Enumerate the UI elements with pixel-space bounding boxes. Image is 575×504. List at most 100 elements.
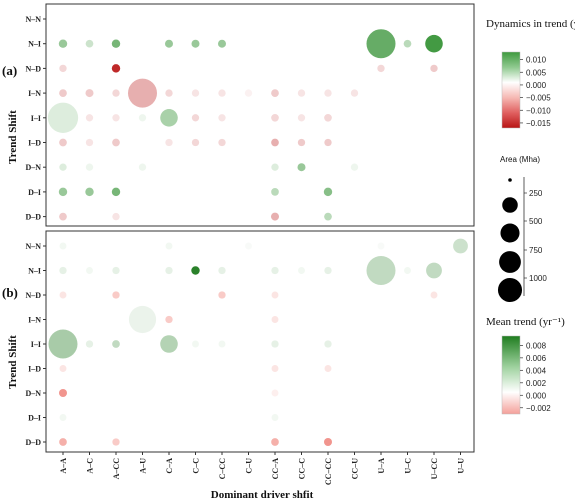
bubble-b-a-a-i-d	[59, 365, 67, 372]
panel-b-y-axis-title: Trend Shift	[7, 335, 19, 389]
bubble-b-cc-a-d-i	[271, 414, 279, 421]
color-legend-a-label: −0.005	[526, 94, 551, 103]
bubble-a-c-a-i-n	[165, 89, 173, 97]
bubble-b-u-a-n-n	[377, 242, 385, 250]
bubble-a-a-a-d-n	[59, 163, 67, 171]
bubble-a-a-cc-n-d	[111, 64, 121, 73]
color-legend-b-label: 0.002	[526, 379, 547, 388]
color-legend-a-title: Dynamics in trend (yr⁻¹)	[486, 18, 575, 30]
panel-a-frame	[45, 3, 475, 227]
bubble-a-cc-a-d-i	[271, 188, 279, 196]
color-legend-b-ticks: 0.008 0.006 0.004 0.002 0.000 −0.002	[520, 341, 551, 413]
bubble-a-a-a-i-d	[59, 138, 67, 147]
bubble-a-a-u-i-i	[138, 114, 147, 122]
bubble-a-u-c-n-i	[403, 39, 412, 48]
x-tick-label-a-c: A–C	[86, 458, 95, 474]
x-tick-label-u-u: U–U	[457, 458, 466, 474]
x-tick-label-u-cc: U–CC	[430, 458, 439, 480]
bubble-a-cc-a-i-i	[271, 113, 279, 122]
bubble-a-a-a-n-i	[58, 39, 68, 48]
color-legend-b-title: Mean trend (yr⁻¹)	[486, 316, 565, 328]
bubble-a-a-cc-i-d	[112, 138, 120, 147]
bubble-b-a-a-d-d	[59, 438, 67, 446]
bubble-b-u-cc-n-d	[430, 291, 438, 299]
bubble-b-a-cc-i-i	[112, 340, 120, 348]
bubble-a-c-cc-i-d	[218, 138, 226, 147]
bubble-a-a-c-n-i	[85, 39, 94, 48]
size-legend-label-1000: 1000	[529, 274, 547, 283]
x-axis-title: Dominant driver shfit	[211, 489, 314, 501]
bubble-a-c-cc-n-i	[217, 39, 227, 48]
bubble-a-c-cc-i-i	[218, 114, 226, 122]
bubble-b-cc-a-i-d	[271, 365, 279, 372]
bubble-b-cc-cc-d-d	[323, 437, 333, 447]
panel-a-y-ticks: N–N N–I N–D I–N I–I I–D D–N D–I D–D	[25, 15, 46, 222]
bubble-b-c-c-i-i	[192, 340, 199, 348]
y-tick-label-b-i-d: I–D	[28, 365, 41, 374]
y-tick-label-a-n-i: N–I	[28, 40, 41, 49]
bubble-b-c-cc-n-i	[218, 266, 226, 275]
bubble-b-cc-a-n-d	[271, 291, 279, 299]
size-legend-circle-750	[499, 251, 521, 273]
bubble-a-a-cc-i-n	[112, 89, 120, 97]
bubble-a-a-c-d-i	[85, 187, 94, 197]
color-legend-b-label: 0.008	[526, 341, 547, 350]
bubble-a-a-cc-d-i	[111, 187, 121, 197]
bubble-b-cc-cc-i-d	[324, 365, 332, 372]
bubble-b-a-cc-n-i	[112, 266, 120, 275]
bubble-a-cc-c-i-n	[297, 89, 306, 97]
size-legend-dot-min	[508, 178, 512, 182]
color-legend-b-label: 0.000	[526, 391, 547, 400]
bubble-a-cc-cc-i-n	[324, 89, 332, 97]
bubble-a-a-u-i-n	[127, 78, 158, 108]
bubble-a-a-cc-n-i	[111, 39, 121, 48]
bubble-a-a-cc-i-i	[112, 114, 120, 122]
size-legend-label-750: 750	[529, 246, 543, 255]
bubble-a-c-c-i-d	[191, 138, 200, 147]
color-legend-a-ticks: 0.010 0.005 0.000 −0.005 −0.010 −0.015	[520, 56, 551, 128]
bubble-a-a-c-i-d	[85, 138, 94, 147]
panel-a-points	[47, 29, 443, 221]
bubble-a-a-a-d-d	[59, 212, 67, 221]
bubble-b-cc-c-n-i	[298, 267, 305, 274]
bubble-a-a-u-d-n	[138, 163, 147, 171]
bubble-b-cc-a-d-n	[271, 389, 279, 397]
color-legend-b-title-text: Mean trend (yr⁻¹)	[486, 316, 565, 328]
bubble-b-u-cc-n-i	[426, 262, 442, 279]
size-legend-label-500: 500	[529, 217, 543, 226]
bubble-b-cc-cc-i-i	[324, 340, 332, 348]
bubble-b-a-cc-n-d	[112, 291, 120, 299]
bubble-a-cc-cc-i-d	[324, 138, 332, 147]
y-tick-label-b-n-i: N–I	[28, 267, 41, 276]
x-tick-label-cc-cc: CC–CC	[324, 458, 333, 485]
y-tick-label-b-d-d: D–D	[25, 438, 41, 447]
color-legend-a-label: −0.015	[526, 119, 551, 128]
bubble-b-a-c-n-i	[86, 267, 93, 274]
bubble-a-cc-c-i-d	[297, 138, 306, 147]
bubble-a-c-a-i-d	[165, 138, 173, 147]
bubble-a-cc-a-i-d	[271, 138, 279, 147]
y-tick-label-a-n-n: N–N	[25, 15, 41, 24]
bubble-b-c-cc-i-i	[218, 340, 226, 348]
x-tick-label-cc-u: CC–U	[351, 458, 360, 480]
bubble-b-c-c-n-i	[191, 266, 200, 275]
bubble-a-a-a-i-i	[47, 102, 79, 133]
y-tick-label-a-i-d: I–D	[28, 139, 41, 148]
x-tick-label-cc-a: CC–A	[271, 458, 280, 480]
bubble-a-a-c-d-n	[85, 163, 94, 171]
color-legend-b-label: 0.006	[526, 354, 547, 363]
bubble-b-cc-a-d-d	[271, 438, 279, 446]
bubble-a-c-c-i-i	[191, 114, 200, 122]
panel-b-tag: (b)	[2, 285, 18, 300]
bubble-a-c-a-i-i	[160, 109, 178, 127]
x-ticks: A–A A–C A–CC A–U C–A C–C C–CC C–U CC–A CC–C CC–CC C…	[59, 452, 466, 485]
bubble-a-cc-u-d-n	[350, 163, 359, 171]
bubble-b-a-a-n-i	[59, 266, 67, 275]
size-legend-circle-1000	[497, 277, 523, 303]
x-tick-label-c-a: C–A	[165, 458, 174, 474]
y-tick-label-b-i-n: I–N	[28, 316, 41, 325]
y-tick-label-a-n-d: N–D	[25, 64, 41, 73]
bubble-a-a-cc-d-d	[112, 212, 120, 221]
bubble-b-a-a-d-n	[58, 388, 68, 398]
